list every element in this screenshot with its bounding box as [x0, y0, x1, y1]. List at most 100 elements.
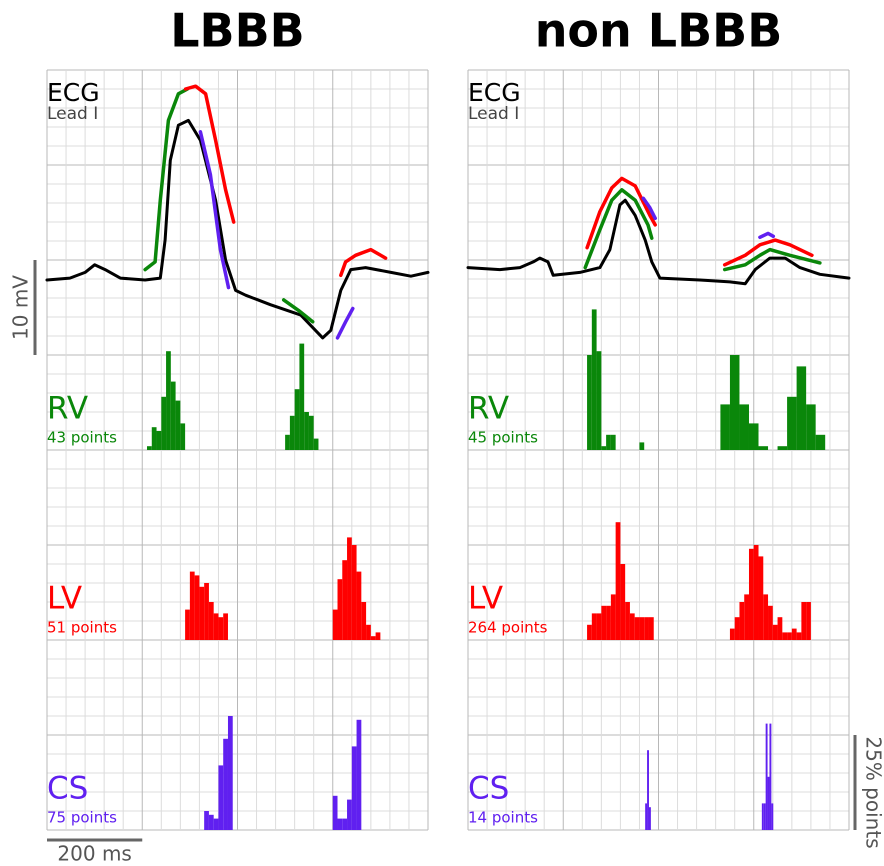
histogram-bar	[204, 811, 209, 830]
histogram-bar	[166, 351, 171, 450]
scale-label: 200 ms	[57, 842, 131, 866]
histogram-bar	[596, 613, 602, 640]
histogram-bar	[351, 545, 357, 640]
histogram-bar	[180, 423, 186, 450]
count-label: 51 points	[47, 619, 117, 637]
histogram-bar	[199, 586, 205, 640]
histogram-bar	[591, 309, 597, 450]
histogram-bar	[634, 617, 640, 640]
count-label: 264 points	[468, 619, 548, 637]
histogram-bar	[648, 617, 654, 640]
histogram-bar	[639, 617, 645, 640]
panel-title: non LBBB	[535, 4, 783, 58]
histogram-bar	[223, 738, 228, 830]
histogram-bar	[768, 605, 773, 640]
histogram-bar	[147, 446, 152, 450]
histogram-bar	[787, 632, 792, 640]
histogram-bar	[748, 423, 759, 450]
histogram-bar	[815, 434, 826, 450]
histogram-bar	[769, 723, 772, 830]
region-label: LV	[468, 581, 503, 617]
histogram-bar	[777, 446, 788, 450]
histogram-bar	[185, 609, 190, 640]
histogram-bar	[782, 632, 788, 640]
histogram-bar	[308, 415, 314, 450]
histogram-bar	[227, 716, 233, 830]
lead-label: Lead I	[47, 104, 98, 124]
region-label: RV	[47, 391, 88, 427]
histogram-bar	[204, 583, 209, 640]
histogram-bar	[294, 389, 300, 450]
histogram-bar	[648, 807, 651, 830]
histogram-bar	[299, 343, 305, 450]
ecg-trace	[583, 188, 822, 272]
histogram-bar	[801, 602, 807, 640]
scale-label: 25% points	[862, 736, 884, 848]
histogram-bar	[647, 750, 649, 830]
histogram-bar	[625, 602, 630, 640]
histogram-bar	[361, 602, 367, 640]
count-label: 43 points	[47, 429, 117, 447]
histogram-bar	[767, 776, 770, 830]
histogram-bar	[208, 602, 214, 640]
histogram-bar	[796, 632, 802, 640]
histogram-bar	[175, 400, 181, 450]
histogram-bar	[337, 818, 343, 830]
histogram-bar	[213, 818, 219, 830]
histogram-bar	[729, 628, 735, 640]
histogram-bar	[734, 617, 740, 640]
histogram-bar	[285, 434, 290, 450]
histogram-bar	[796, 366, 807, 450]
histogram-bar	[620, 564, 626, 640]
histogram-bar	[791, 628, 797, 640]
histogram-bar	[629, 613, 635, 640]
histogram-bar	[744, 594, 749, 640]
histogram-bar	[763, 594, 769, 640]
histogram-bar	[606, 605, 611, 640]
histogram-bar	[787, 396, 797, 450]
histogram-bar	[161, 396, 167, 450]
histogram-bar	[218, 765, 224, 830]
histogram-bar	[375, 632, 381, 640]
histogram-bar	[748, 548, 754, 640]
histogram-bar	[332, 609, 338, 640]
histogram-bar	[610, 434, 616, 450]
ecg-trace	[45, 118, 430, 340]
histogram-bar	[313, 438, 319, 450]
ecg-label: ECG	[47, 78, 100, 107]
region-label: CS	[47, 771, 88, 807]
histogram-bar	[189, 571, 195, 640]
histogram-bar	[156, 431, 162, 450]
histogram-bar	[351, 746, 357, 830]
histogram-bar	[610, 594, 616, 640]
histogram-bar	[587, 624, 592, 640]
ecg-trace	[198, 130, 355, 340]
histogram-bar	[223, 613, 228, 640]
ecg-trace	[466, 198, 851, 286]
histogram-bar	[645, 803, 648, 830]
region-label: CS	[468, 771, 509, 807]
histogram-bar	[601, 446, 607, 450]
count-label: 45 points	[468, 429, 538, 447]
lead-label: Lead I	[468, 104, 519, 124]
histogram-bar	[218, 617, 224, 640]
histogram-bar	[639, 442, 645, 450]
histogram-bar	[761, 803, 764, 830]
ecg-label: ECG	[468, 78, 521, 107]
histogram-bar	[347, 537, 352, 640]
histogram-bar	[771, 803, 774, 830]
ecg-trace	[585, 176, 814, 267]
histogram-bar	[601, 605, 607, 640]
histogram-bar	[765, 723, 768, 830]
count-label: 14 points	[468, 809, 538, 827]
histogram-bar	[806, 404, 816, 450]
histogram-bar	[356, 719, 362, 830]
histogram-bar	[337, 579, 343, 640]
histogram-bar	[208, 814, 214, 830]
panel-title: LBBB	[170, 4, 305, 58]
histogram-bar	[644, 617, 649, 640]
region-label: RV	[468, 391, 509, 427]
count-label: 75 points	[47, 809, 117, 827]
histogram-bar	[170, 381, 176, 450]
